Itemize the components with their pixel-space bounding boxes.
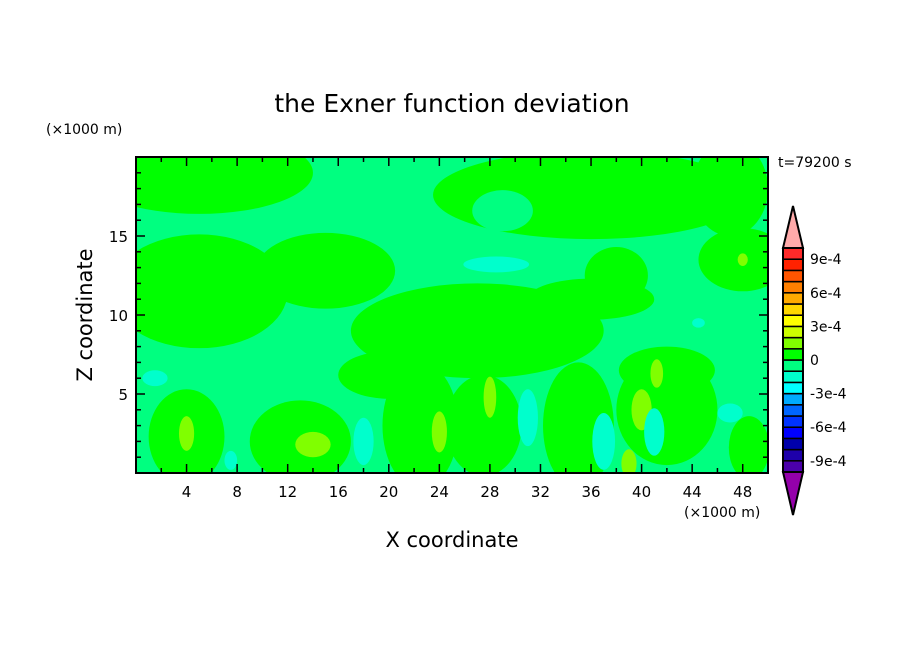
contour-region (178, 416, 195, 451)
x-axis: 4 8 12 16 20 24 28 32 36 40 44 48 (160, 157, 752, 501)
contour-region (517, 389, 538, 447)
x-tick-label: 12 (278, 483, 297, 501)
x-axis-label: X coordinate (385, 528, 518, 552)
colorbar: 9e-4 6e-4 3e-4 0 -3e-4 -6e-4 -9e-4 (781, 205, 847, 516)
colorbar-swatch (782, 325, 804, 339)
contour-region (621, 449, 637, 473)
contour-region (295, 431, 331, 458)
colorbar-swatch (782, 348, 804, 361)
colorbar-swatch (782, 404, 804, 417)
time-label: t=79200 s (778, 155, 852, 171)
x-tick-label: 32 (531, 483, 550, 501)
colorbar-tick-label: -9e-4 (810, 454, 847, 470)
x-tick-label: 16 (329, 483, 348, 501)
colorbar-swatch (782, 460, 804, 473)
colorbar-swatch (782, 437, 804, 451)
colorbar-tick-label: 3e-4 (810, 319, 842, 335)
contour-region (692, 318, 705, 328)
colorbar-tick-label: -3e-4 (810, 387, 847, 403)
colorbar-tick-label: 0 (810, 353, 819, 369)
y-tick-label: 5 (118, 386, 128, 404)
contour-region (224, 450, 238, 470)
x-tick-label: 48 (733, 483, 752, 501)
colorbar-swatch (782, 314, 804, 328)
y-axis-label: Z coordinate (73, 248, 97, 381)
colorbar-tick-label: 9e-4 (810, 252, 842, 268)
colorbar-tick-label: -6e-4 (810, 420, 847, 436)
contour-region (618, 346, 715, 394)
y-axis: 5 10 15 (109, 172, 768, 458)
contour-region (650, 359, 664, 388)
colorbar-swatch (782, 258, 804, 272)
colorbar-swatch (782, 370, 804, 384)
contour-region (431, 411, 447, 453)
colorbar-swatch (782, 448, 804, 462)
x-tick-label: 4 (182, 483, 192, 501)
colorbar-swatch (782, 280, 804, 294)
contour-region (737, 253, 748, 267)
x-tick-label: 24 (430, 483, 449, 501)
colorbar-frame (782, 247, 804, 473)
x-unit-label: (×1000 m) (684, 505, 760, 521)
contour-region (353, 417, 374, 466)
colorbar-swatch (782, 292, 804, 305)
colorbar-swatch (782, 392, 804, 406)
x-tick-label: 28 (480, 483, 499, 501)
contour-region (592, 412, 616, 470)
contour-region (692, 157, 768, 236)
colorbar-swatch (782, 415, 804, 428)
colorbar-swatch (782, 359, 804, 372)
contour-region (463, 256, 530, 273)
contour-region (142, 370, 168, 387)
y-tick-label: 10 (109, 307, 128, 325)
contour-region (698, 228, 768, 292)
y-unit-label: (×1000 m) (46, 122, 122, 138)
x-tick-label: 40 (632, 483, 651, 501)
colorbar-swatch (782, 381, 804, 395)
x-tick-label: 20 (379, 483, 398, 501)
colorbar-swatch (782, 247, 804, 260)
contour-region (472, 190, 533, 232)
colorbar-swatch (782, 269, 804, 283)
contour-region (445, 375, 522, 473)
contour-region (256, 232, 396, 309)
contour-region (136, 234, 288, 349)
y-tick-label: 15 (109, 228, 128, 246)
chart-title: the Exner function deviation (274, 89, 629, 118)
contour-region (728, 416, 768, 473)
colorbar-swatch (782, 303, 804, 316)
contour-region (483, 376, 497, 418)
x-tick-label: 8 (232, 483, 242, 501)
contour-region (527, 278, 655, 320)
x-tick-label: 36 (581, 483, 600, 501)
contour-field (136, 157, 768, 473)
contour-region (717, 403, 743, 423)
colorbar-tick-label: 6e-4 (810, 286, 842, 302)
contour-region (136, 157, 313, 214)
contour-region (644, 408, 665, 456)
x-tick-label: 44 (683, 483, 702, 501)
colorbar-swatch (782, 426, 804, 440)
colorbar-swatch (782, 336, 804, 350)
